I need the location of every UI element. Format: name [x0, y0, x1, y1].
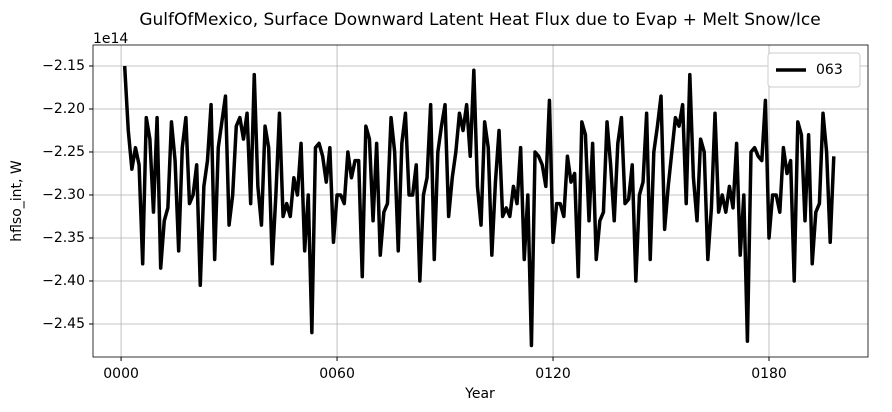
- y-tick-label: −2.40: [42, 273, 85, 289]
- chart-title: GulfOfMexico, Surface Downward Latent He…: [139, 10, 820, 30]
- y-tick-label: −2.25: [42, 144, 85, 160]
- legend-box: [767, 52, 861, 88]
- y-tick-label: −2.35: [42, 230, 85, 246]
- x-tick-label: 0000: [103, 366, 139, 382]
- y-offset-label: 1e14: [93, 31, 128, 47]
- x-tick-label: 0060: [319, 366, 355, 382]
- y-axis-label: hflso_int, W: [9, 160, 25, 242]
- plot-frame: [92, 44, 869, 358]
- x-axis-label: Year: [464, 386, 495, 402]
- y-tick-label: −2.20: [42, 101, 85, 117]
- y-tick-label: −2.45: [42, 316, 85, 332]
- x-tick-label: 0120: [535, 366, 571, 382]
- legend-label: 063: [816, 62, 843, 78]
- y-tick-label: −2.30: [42, 187, 85, 203]
- x-tick-label: 0180: [751, 366, 787, 382]
- data-line: [122, 65, 836, 348]
- y-tick-label: −2.15: [42, 58, 85, 74]
